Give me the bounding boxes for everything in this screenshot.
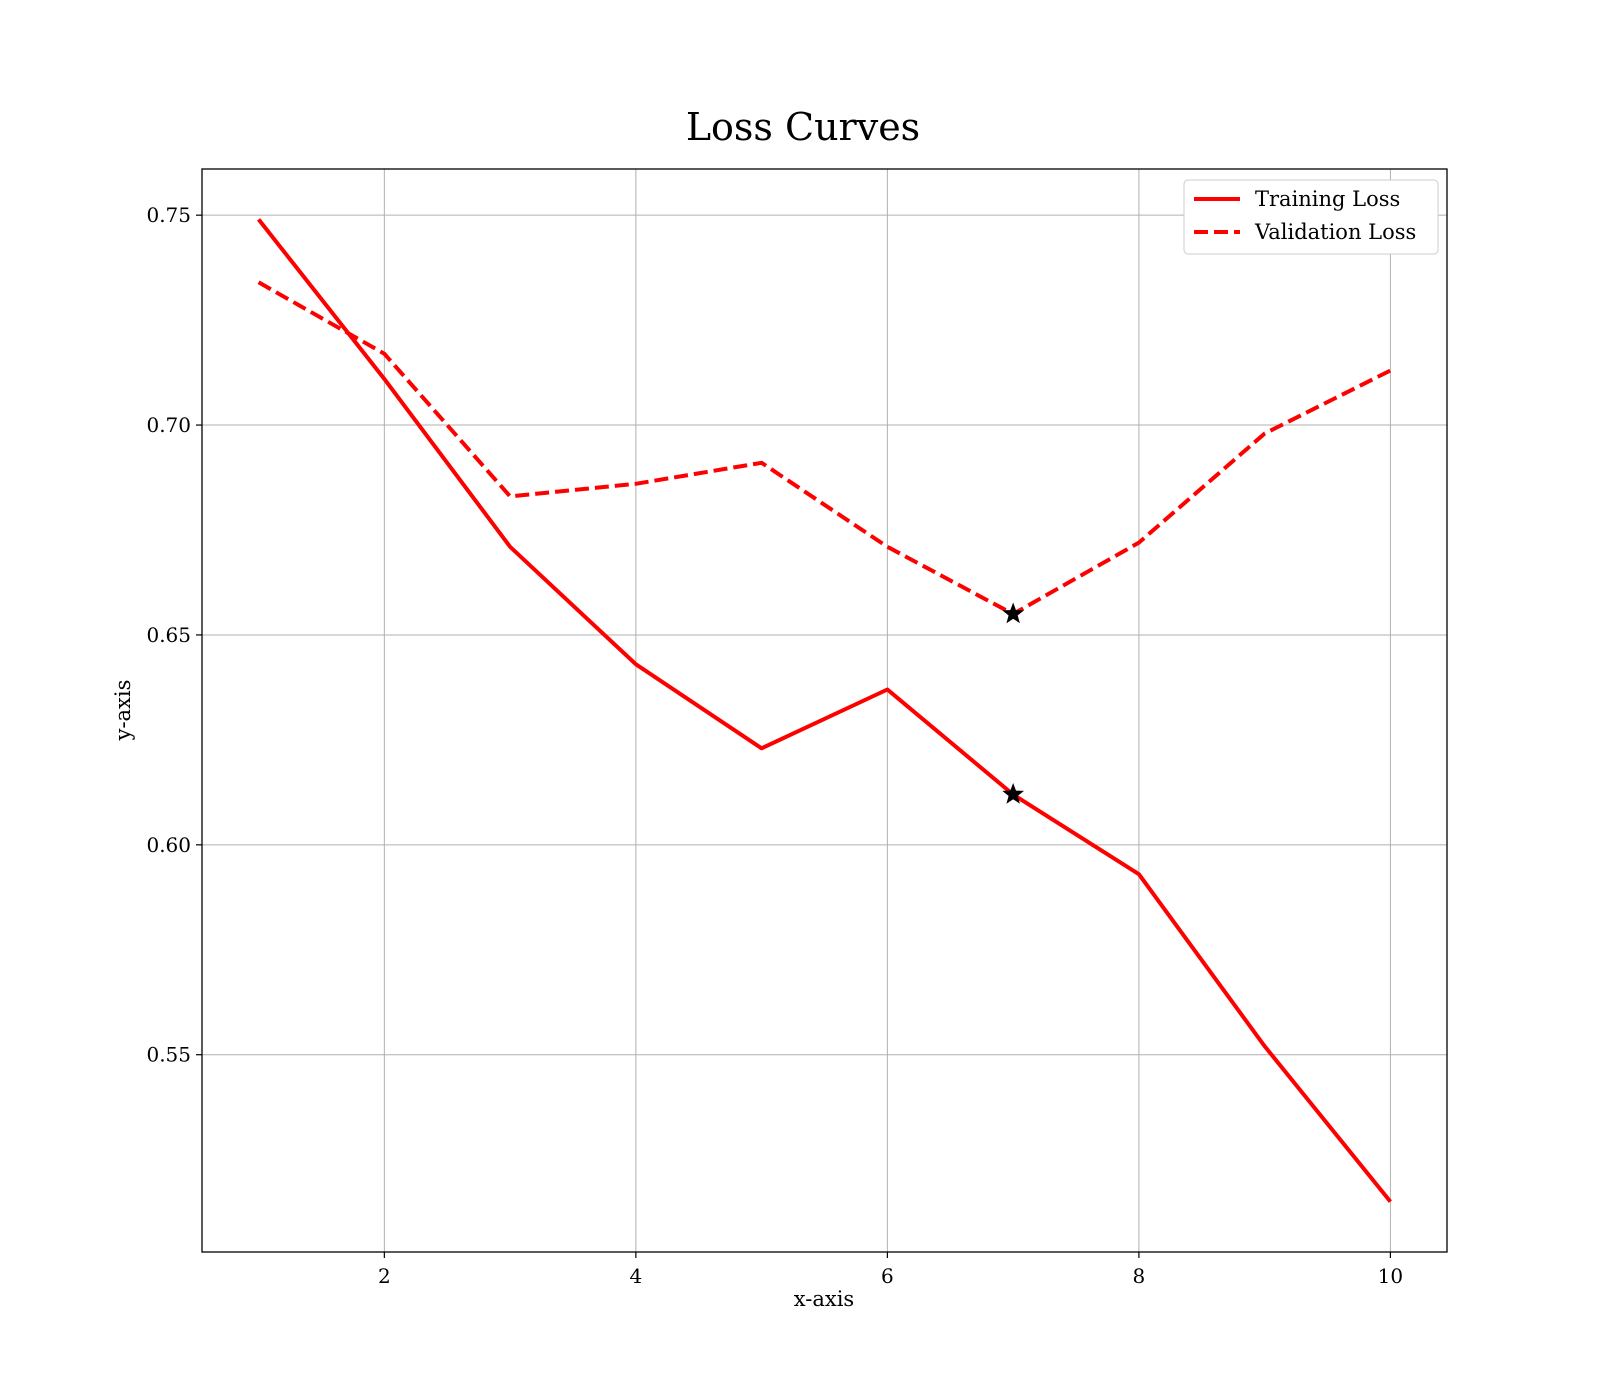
plot-area-frame bbox=[201, 168, 1448, 1253]
training-loss-point-9 bbox=[1264, 1046, 1265, 1047]
y-tick-label-0.75: 0.75 bbox=[146, 203, 191, 227]
validation-loss-point-3 bbox=[510, 496, 511, 497]
training-loss-point-5 bbox=[761, 748, 762, 749]
training-loss-point-1 bbox=[258, 219, 259, 220]
y-tick-label-0.55: 0.55 bbox=[146, 1043, 191, 1067]
chart-title: Loss Curves bbox=[686, 105, 920, 149]
training-loss-point-3 bbox=[510, 546, 511, 547]
validation-loss-point-6 bbox=[887, 546, 888, 547]
legend-label-validation-loss: Validation Loss bbox=[1254, 220, 1416, 244]
series-line-validation-loss bbox=[257, 280, 1392, 616]
series-line-training-loss bbox=[257, 218, 1392, 1203]
validation-loss-point-4 bbox=[635, 483, 636, 484]
x-tick-label-4: 4 bbox=[629, 1264, 642, 1288]
validation-loss-point-10 bbox=[1390, 370, 1391, 371]
validation-loss-point-1 bbox=[258, 282, 259, 283]
x-tick-label-2: 2 bbox=[378, 1264, 391, 1288]
series-lines bbox=[257, 218, 1392, 1203]
training-loss-point-8 bbox=[1138, 874, 1139, 875]
y-axis-label: y-axis bbox=[111, 680, 135, 742]
x-axis-label: x-axis bbox=[794, 1287, 854, 1311]
training-loss-point-10 bbox=[1390, 1201, 1391, 1202]
validation-loss-point-8 bbox=[1138, 542, 1139, 543]
legend-label-training-loss: Training Loss bbox=[1255, 187, 1400, 211]
x-axis-ticks: 2 4 6 8 10 bbox=[378, 1252, 1403, 1288]
series-markers bbox=[1002, 602, 1025, 804]
x-tick-label-6: 6 bbox=[881, 1264, 894, 1288]
x-tick-label-8: 8 bbox=[1133, 1264, 1146, 1288]
validation-loss-point-9 bbox=[1264, 433, 1265, 434]
legend-box bbox=[1183, 179, 1439, 255]
training-loss-point-4 bbox=[635, 664, 636, 665]
y-tick-label-0.65: 0.65 bbox=[146, 623, 191, 647]
y-tick-label-0.70: 0.70 bbox=[146, 413, 191, 437]
validation-loss-point-2 bbox=[384, 353, 385, 354]
training-loss-point-2 bbox=[384, 378, 385, 379]
star-marker-validation-loss bbox=[1002, 602, 1025, 624]
y-axis-ticks: 0.55 0.60 0.65 0.70 0.75 bbox=[146, 203, 202, 1067]
legend: Training Loss Validation Loss bbox=[1183, 179, 1439, 255]
x-tick-label-10: 10 bbox=[1378, 1264, 1403, 1288]
star-marker-training-loss bbox=[1002, 783, 1025, 804]
y-tick-label-0.60: 0.60 bbox=[146, 833, 191, 857]
training-loss-point-6 bbox=[887, 689, 888, 690]
validation-loss-point-5 bbox=[761, 462, 762, 463]
